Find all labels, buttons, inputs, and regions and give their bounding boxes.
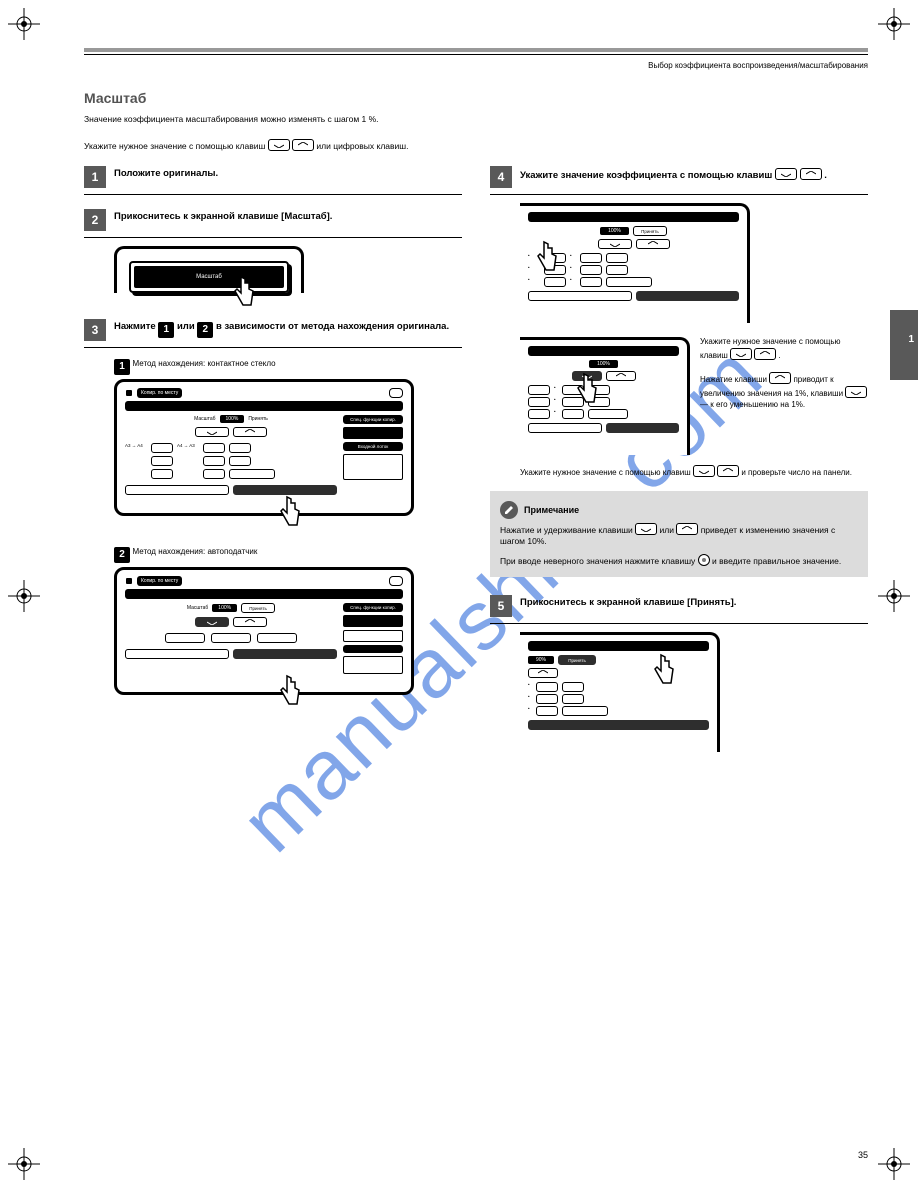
accept-button[interactable]: Принять bbox=[558, 655, 596, 665]
plus-key-icon bbox=[292, 139, 314, 151]
panel-label: Входной лоток bbox=[343, 442, 403, 451]
page-tab-number: 1 bbox=[908, 334, 914, 345]
hand-pointer-icon bbox=[229, 275, 259, 311]
hand-pointer-icon bbox=[649, 653, 679, 689]
note-line2: При вводе неверного значения нажмите кла… bbox=[500, 554, 858, 567]
panel-item bbox=[343, 454, 403, 480]
panel-item bbox=[343, 630, 403, 642]
help-icon bbox=[389, 388, 403, 398]
minus-key-icon bbox=[635, 523, 657, 535]
panel-label: Спец. функции копир. bbox=[343, 415, 403, 424]
clear-key-icon bbox=[698, 554, 710, 566]
panel-item bbox=[343, 645, 403, 653]
fig3a-label: Метод нахождения: контактное стекло bbox=[133, 359, 276, 368]
badge-1-icon: 1 bbox=[158, 322, 174, 338]
hand-pointer-icon bbox=[275, 495, 305, 531]
step-number: 4 bbox=[490, 166, 512, 188]
note-line1: Нажатие и удерживание клавиши или привед… bbox=[500, 523, 858, 548]
step-2-text: Прикоснитесь к экранной клавише [Масштаб… bbox=[114, 209, 462, 224]
step-number: 5 bbox=[490, 595, 512, 617]
rule bbox=[84, 48, 868, 52]
figure-5: 90% Принять • • • bbox=[520, 632, 720, 752]
side-tab bbox=[890, 310, 918, 380]
crop-mark-icon bbox=[878, 1148, 910, 1180]
step-number: 3 bbox=[84, 319, 106, 341]
note-title: Примечание bbox=[524, 504, 579, 516]
panel-item bbox=[343, 615, 403, 627]
rule bbox=[84, 54, 868, 55]
hand-pointer-icon bbox=[572, 372, 602, 408]
hand-pointer-icon bbox=[275, 674, 305, 710]
step-4-text: Укажите значение коэффициента с помощью … bbox=[520, 166, 868, 183]
plus-key-icon bbox=[769, 372, 791, 384]
zoom-button[interactable]: Масштаб bbox=[134, 266, 284, 288]
plus-key-icon bbox=[676, 523, 698, 535]
minus-key-icon bbox=[775, 168, 797, 180]
badge-1-icon: 1 bbox=[114, 359, 130, 375]
help-icon bbox=[389, 576, 403, 586]
section-title: Выбор коэффициента воспроизведения/масшт… bbox=[84, 61, 868, 70]
figure-4a: 100% Принять •• •• •• bbox=[520, 203, 750, 323]
minus-key-icon bbox=[693, 465, 715, 477]
fig3b-label: Метод нахождения: автоподатчик bbox=[133, 547, 258, 556]
minus-key-icon bbox=[845, 386, 867, 398]
badge-2-icon: 2 bbox=[114, 547, 130, 563]
step-5-text: Прикоснитесь к экранной клавише [Принять… bbox=[520, 595, 868, 610]
panel-label: Спец. функции копир. bbox=[343, 603, 403, 612]
intro-text-2: Укажите нужное значение с помощью клавиш… bbox=[84, 139, 868, 152]
crop-mark-icon bbox=[8, 8, 40, 40]
figure-4b: 100% • • • bbox=[520, 337, 690, 455]
step-1-text: Положите оригиналы. bbox=[114, 166, 462, 181]
minus-key-icon bbox=[268, 139, 290, 151]
panel-item bbox=[343, 427, 403, 439]
intro-text: Значение коэффициента масштабирования мо… bbox=[84, 114, 868, 125]
crop-mark-icon bbox=[8, 580, 40, 612]
figure-3a: Копир. по месту Масштаб 100% Принять bbox=[114, 379, 414, 516]
page-title: Масштаб bbox=[84, 90, 868, 106]
figure-3b: Копир. по месту Масштаб 100% Принять bbox=[114, 567, 414, 695]
plus-key-icon bbox=[754, 348, 776, 360]
step-number: 2 bbox=[84, 209, 106, 231]
page-number: 35 bbox=[858, 1150, 868, 1160]
step-4-sidetext: Укажите нужное значение с помощью клавиш… bbox=[700, 337, 868, 411]
badge-2-icon: 2 bbox=[197, 322, 213, 338]
crop-mark-icon bbox=[878, 8, 910, 40]
crop-mark-icon bbox=[8, 1148, 40, 1180]
note-box: Примечание Нажатие и удерживание клавиши… bbox=[490, 491, 868, 577]
crop-mark-icon bbox=[878, 580, 910, 612]
step-number: 1 bbox=[84, 166, 106, 188]
minus-key-icon bbox=[730, 348, 752, 360]
plus-key-icon bbox=[717, 465, 739, 477]
step-3-text: Нажмите 1 или 2 в зависимости от метода … bbox=[114, 319, 462, 338]
panel-item bbox=[343, 656, 403, 674]
figure-step2: Масштаб bbox=[114, 246, 462, 293]
hand-pointer-icon bbox=[532, 240, 562, 276]
plus-key-icon bbox=[800, 168, 822, 180]
pencil-icon bbox=[500, 501, 518, 519]
step-4-below-text: Укажите нужное значение с помощью клавиш… bbox=[520, 465, 868, 479]
